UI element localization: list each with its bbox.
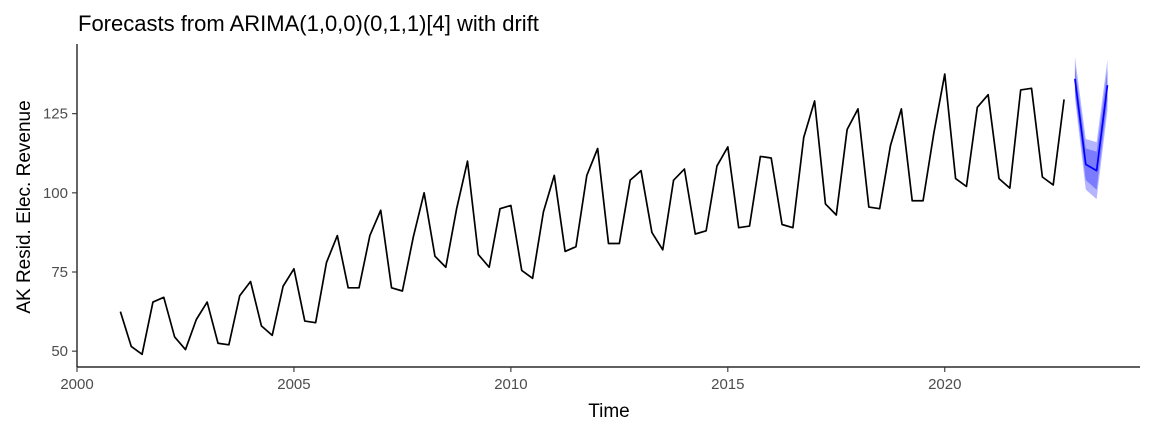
y-tick-label: 75 — [51, 264, 68, 281]
x-tick-label: 2010 — [494, 376, 527, 393]
x-tick-label: 2015 — [711, 376, 744, 393]
forecast-interval-80 — [1074, 66, 1108, 190]
x-axis-ticks: 2000 2005 2010 2015 2020 — [60, 367, 961, 393]
y-tick-label: 125 — [43, 106, 68, 123]
chart-title: Forecasts from ARIMA(1,0,0)(0,1,1)[4] wi… — [78, 11, 539, 36]
x-tick-label: 2020 — [928, 376, 961, 393]
x-axis-title: Time — [588, 401, 630, 422]
x-tick-label: 2000 — [60, 376, 93, 393]
x-tick-label: 2005 — [277, 376, 310, 393]
y-axis-title: AK Resid. Elec. Revenue — [14, 100, 35, 313]
forecast-series-line — [1074, 78, 1109, 172]
y-tick-label: 100 — [43, 185, 68, 202]
y-tick-label: 50 — [51, 343, 68, 360]
forecast-interval-80-band — [1074, 66, 1108, 190]
plot-area — [119, 56, 1109, 356]
y-axis-ticks: 50 75 100 125 — [43, 106, 77, 360]
series-group — [119, 73, 1109, 356]
history-series-line — [119, 73, 1065, 356]
